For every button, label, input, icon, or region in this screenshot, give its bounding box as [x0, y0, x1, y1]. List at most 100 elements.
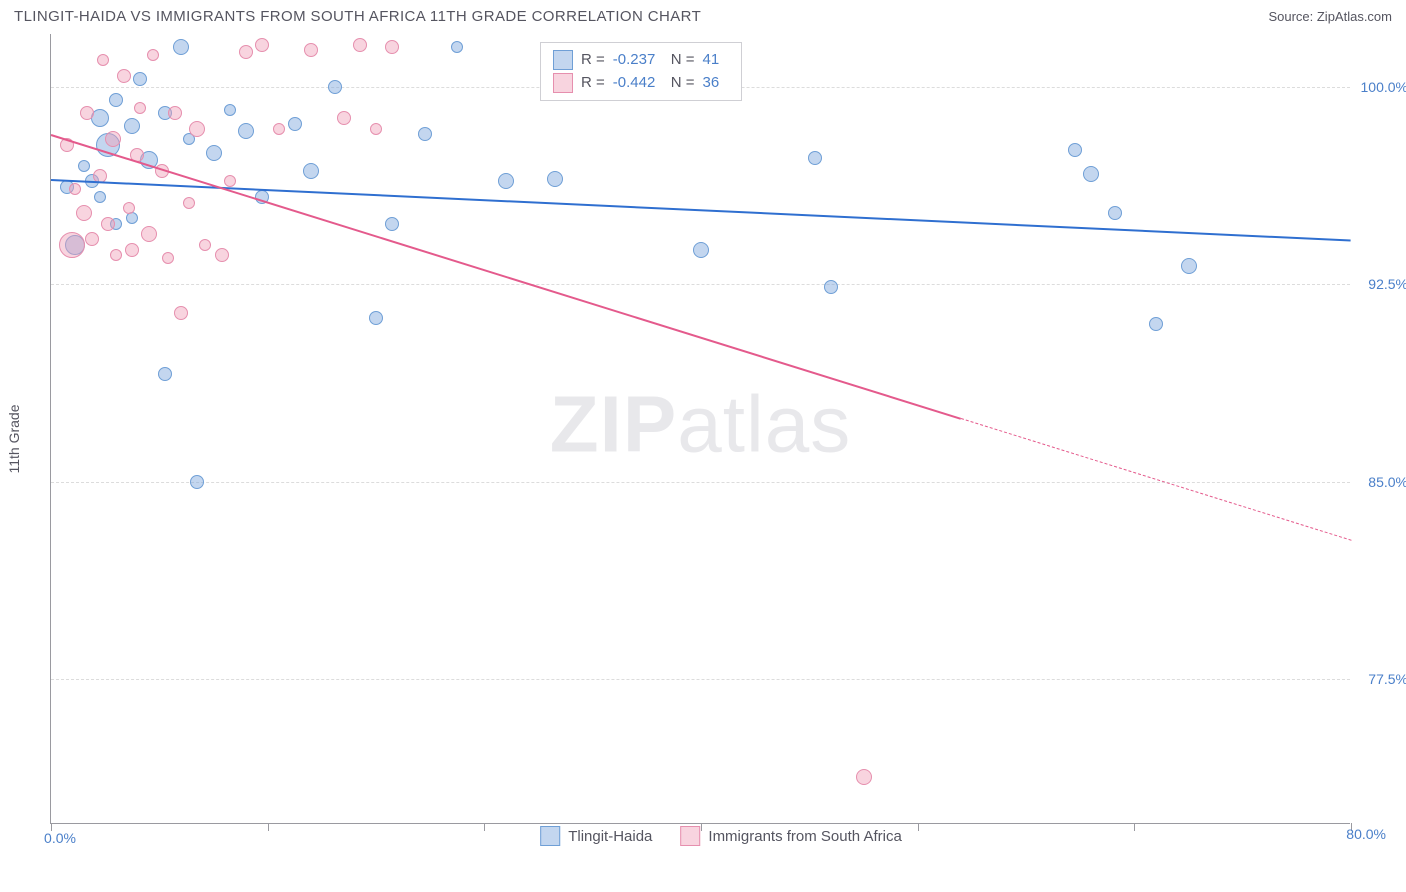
data-point: [85, 232, 99, 246]
data-point: [174, 306, 188, 320]
data-point: [273, 123, 285, 135]
legend-item: Tlingit-Haida: [540, 826, 652, 846]
data-point: [1149, 317, 1163, 331]
data-point: [303, 163, 319, 179]
n-label: N =: [671, 49, 695, 72]
gridline: [51, 482, 1350, 483]
data-point: [255, 38, 269, 52]
data-point: [418, 127, 432, 141]
data-point: [239, 45, 253, 59]
data-point: [199, 239, 211, 251]
data-point: [189, 121, 205, 137]
x-max-label: 80.0%: [1346, 826, 1386, 842]
data-point: [206, 145, 222, 161]
y-tick-label: 92.5%: [1368, 276, 1406, 292]
plot-region: ZIPatlas 77.5%85.0%92.5%100.0%: [50, 34, 1350, 824]
y-tick-label: 77.5%: [1368, 671, 1406, 687]
n-label: N =: [671, 72, 695, 95]
data-point: [215, 248, 229, 262]
gridline: [51, 679, 1350, 680]
y-axis-label: 11th Grade: [6, 404, 22, 473]
data-point: [110, 249, 122, 261]
data-point: [856, 769, 872, 785]
gridline: [51, 284, 1350, 285]
data-point: [369, 311, 383, 325]
x-tick: [268, 823, 269, 831]
source-label: Source:: [1268, 9, 1316, 24]
data-point: [808, 151, 822, 165]
data-point: [693, 242, 709, 258]
legend-label: Immigrants from South Africa: [708, 828, 901, 845]
data-point: [162, 252, 174, 264]
data-point: [117, 69, 131, 83]
data-point: [1068, 143, 1082, 157]
r-label: R =: [581, 72, 605, 95]
data-point: [158, 367, 172, 381]
data-point: [451, 41, 463, 53]
r-value: -0.237: [613, 49, 663, 72]
data-point: [370, 123, 382, 135]
source-attribution: Source: ZipAtlas.com: [1268, 9, 1392, 24]
data-point: [133, 72, 147, 86]
source-link[interactable]: ZipAtlas.com: [1317, 9, 1392, 24]
data-point: [1083, 166, 1099, 182]
data-point: [78, 160, 90, 172]
n-value: 41: [703, 49, 729, 72]
correlation-legend: R = -0.237 N = 41 R = -0.442 N = 36: [540, 42, 742, 101]
data-point: [498, 173, 514, 189]
data-point: [190, 475, 204, 489]
chart-area: ZIPatlas 77.5%85.0%92.5%100.0% 11th Grad…: [50, 34, 1392, 844]
data-point: [94, 191, 106, 203]
legend-label: Tlingit-Haida: [568, 828, 652, 845]
data-point: [385, 217, 399, 231]
trend-line: [51, 179, 1351, 242]
data-point: [80, 106, 94, 120]
r-label: R =: [581, 49, 605, 72]
n-value: 36: [703, 72, 729, 95]
x-min-label: 0.0%: [44, 830, 76, 846]
data-point: [76, 205, 92, 221]
data-point: [59, 232, 85, 258]
watermark: ZIPatlas: [550, 378, 851, 470]
data-point: [304, 43, 318, 57]
data-point: [224, 175, 236, 187]
data-point: [97, 54, 109, 66]
legend-swatch: [680, 826, 700, 846]
data-point: [224, 104, 236, 116]
data-point: [238, 123, 254, 139]
legend-swatch: [553, 73, 573, 93]
data-point: [147, 49, 159, 61]
r-value: -0.442: [613, 72, 663, 95]
data-point: [173, 39, 189, 55]
trend-line: [961, 418, 1351, 541]
series-legend: Tlingit-Haida Immigrants from South Afric…: [540, 826, 902, 846]
data-point: [337, 111, 351, 125]
data-point: [1108, 206, 1122, 220]
data-point: [126, 212, 138, 224]
legend-item: Immigrants from South Africa: [680, 826, 901, 846]
x-tick: [484, 823, 485, 831]
data-point: [105, 131, 121, 147]
data-point: [328, 80, 342, 94]
data-point: [547, 171, 563, 187]
y-tick-label: 85.0%: [1368, 474, 1406, 490]
data-point: [123, 202, 135, 214]
data-point: [183, 197, 195, 209]
data-point: [134, 102, 146, 114]
legend-swatch: [540, 826, 560, 846]
chart-title: TLINGIT-HAIDA VS IMMIGRANTS FROM SOUTH A…: [14, 8, 701, 25]
data-point: [69, 183, 81, 195]
data-point: [385, 40, 399, 54]
data-point: [101, 217, 115, 231]
data-point: [124, 118, 140, 134]
data-point: [168, 106, 182, 120]
legend-row: R = -0.442 N = 36: [553, 72, 729, 95]
legend-swatch: [553, 50, 573, 70]
y-tick-label: 100.0%: [1361, 79, 1406, 95]
data-point: [824, 280, 838, 294]
data-point: [141, 226, 157, 242]
legend-row: R = -0.237 N = 41: [553, 49, 729, 72]
data-point: [1181, 258, 1197, 274]
x-tick: [918, 823, 919, 831]
data-point: [109, 93, 123, 107]
